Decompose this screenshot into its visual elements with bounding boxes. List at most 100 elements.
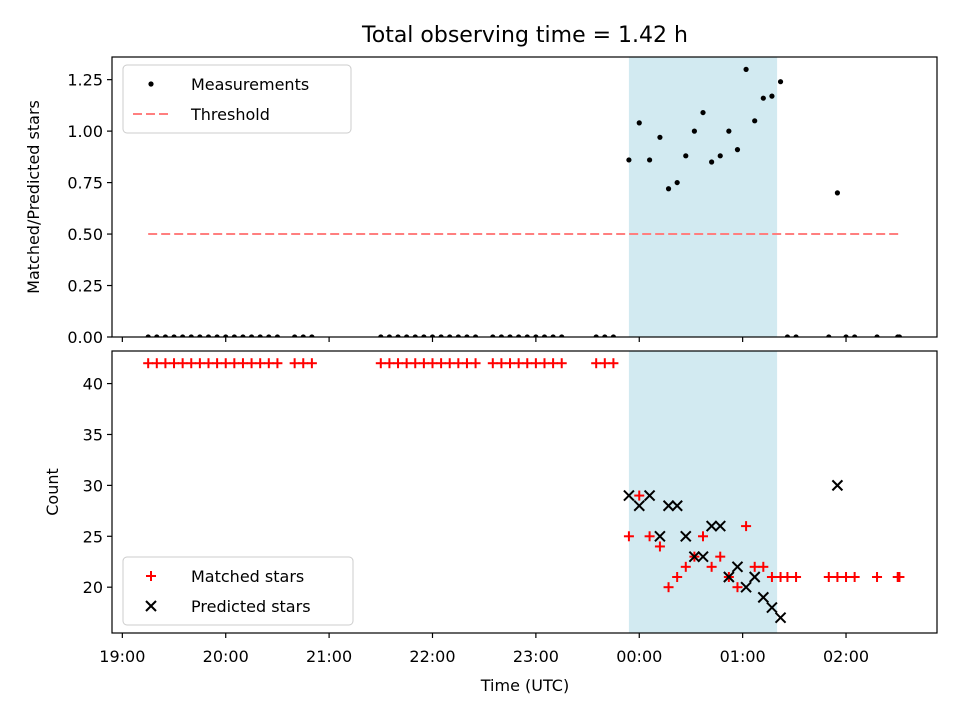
matched-point bbox=[749, 561, 760, 572]
measurement-point bbox=[826, 334, 832, 337]
y-tick-label: 0.25 bbox=[67, 277, 103, 296]
y-tick-label: 0.75 bbox=[67, 174, 103, 193]
count-panel: 20 25 30 35 40 19:00 20:00 21:00 22:00 23:00 00:00… bbox=[43, 350, 938, 666]
measurement-point bbox=[752, 118, 758, 124]
x-tick-label: 02:00 bbox=[823, 647, 869, 666]
predicted-point bbox=[748, 571, 761, 583]
measurement-point bbox=[657, 134, 663, 140]
matched-point bbox=[453, 358, 464, 369]
measurement-point bbox=[223, 334, 229, 337]
measurement-point bbox=[734, 147, 741, 153]
measurement-point bbox=[472, 334, 479, 337]
y-tick-label: 35 bbox=[83, 425, 103, 444]
matched-point bbox=[849, 572, 860, 583]
matched-point bbox=[151, 358, 162, 369]
matched-point bbox=[832, 572, 843, 583]
measurement-point bbox=[550, 334, 556, 337]
predicted-point bbox=[662, 500, 675, 512]
matched-point bbox=[384, 358, 395, 369]
matched-point bbox=[894, 572, 905, 583]
measurement-point bbox=[240, 334, 246, 337]
y-tick-label: 1.00 bbox=[67, 122, 103, 141]
axes-frame bbox=[111, 56, 938, 338]
measurement-point bbox=[248, 334, 255, 337]
measurement-point bbox=[464, 334, 470, 337]
x-tick-label: 23:00 bbox=[513, 647, 559, 666]
matched-point bbox=[715, 551, 726, 562]
predicted-point bbox=[671, 500, 683, 512]
predicted-point-b bbox=[774, 612, 787, 624]
matched-point bbox=[229, 358, 240, 369]
legend-label: Predicted stars bbox=[191, 597, 311, 616]
predicted-point bbox=[731, 561, 744, 573]
matched-point bbox=[160, 358, 171, 369]
matched-point bbox=[782, 572, 793, 583]
measurement-point bbox=[852, 334, 858, 337]
measurement-point bbox=[760, 95, 766, 101]
matched-point bbox=[143, 358, 154, 369]
matched-point bbox=[766, 572, 777, 583]
matched-point bbox=[732, 582, 743, 593]
predicted-point bbox=[705, 520, 718, 532]
predicted-point-b bbox=[740, 581, 752, 593]
measurement-point bbox=[683, 153, 689, 159]
axes-frame bbox=[111, 350, 938, 634]
predicted-point-b bbox=[623, 489, 635, 502]
shaded-interval bbox=[628, 351, 778, 633]
predicted-point-b bbox=[723, 571, 735, 583]
measurement-point bbox=[874, 334, 880, 337]
matched-point bbox=[644, 531, 655, 542]
y-tick-label: 20 bbox=[83, 578, 103, 597]
predicted-point-b bbox=[697, 550, 709, 563]
measurement-point bbox=[743, 66, 749, 72]
measurement-point bbox=[769, 93, 775, 99]
predicted-point bbox=[654, 530, 666, 542]
legend: Measurements Threshold bbox=[122, 64, 352, 134]
predicted-point bbox=[740, 581, 752, 593]
measurement-point bbox=[171, 334, 177, 337]
legend-marker-predicted bbox=[145, 600, 157, 612]
measurement-point bbox=[180, 334, 186, 337]
measurement-point bbox=[541, 334, 548, 337]
y-tick-label: 0.00 bbox=[67, 328, 103, 347]
predicted-point-b bbox=[688, 550, 701, 563]
matched-point bbox=[306, 358, 317, 369]
matched-point bbox=[608, 358, 619, 369]
measurement-point bbox=[843, 334, 849, 337]
predicted-point-b bbox=[757, 591, 770, 604]
predicted-point-b bbox=[705, 520, 718, 532]
measurement-point bbox=[214, 334, 220, 337]
measurement-point bbox=[646, 157, 653, 163]
measurement-point bbox=[274, 334, 281, 337]
matched-point bbox=[823, 572, 834, 583]
measurement-point bbox=[231, 334, 237, 337]
predicted-point-b bbox=[654, 530, 666, 542]
matched-point bbox=[741, 521, 752, 532]
measurement-point bbox=[533, 334, 539, 337]
measurement-point bbox=[559, 334, 565, 337]
y-tick-label: 1.25 bbox=[67, 71, 103, 90]
matched-point bbox=[470, 358, 481, 369]
measurement-point bbox=[490, 334, 496, 337]
matched-point bbox=[289, 358, 300, 369]
predicted-point bbox=[714, 520, 726, 532]
matched-point bbox=[246, 358, 257, 369]
x-tick-label: 22:00 bbox=[409, 647, 455, 666]
measurement-point bbox=[404, 334, 410, 337]
shaded-interval bbox=[628, 57, 778, 337]
measurement-point bbox=[524, 334, 530, 337]
y-tick-label: 40 bbox=[83, 375, 103, 394]
matched-point bbox=[623, 531, 634, 542]
y-tick-label: 0.50 bbox=[67, 225, 103, 244]
matched-point bbox=[556, 358, 567, 369]
measurement-point bbox=[674, 179, 680, 186]
matched-point bbox=[444, 358, 455, 369]
matched-point bbox=[461, 358, 472, 369]
predicted-point-b bbox=[731, 561, 744, 573]
measurement-point bbox=[378, 334, 384, 337]
measurement-point bbox=[834, 190, 841, 196]
legend-marker-predicted-b bbox=[145, 600, 157, 612]
measurement-point bbox=[257, 334, 263, 337]
measurement-point bbox=[498, 334, 505, 337]
